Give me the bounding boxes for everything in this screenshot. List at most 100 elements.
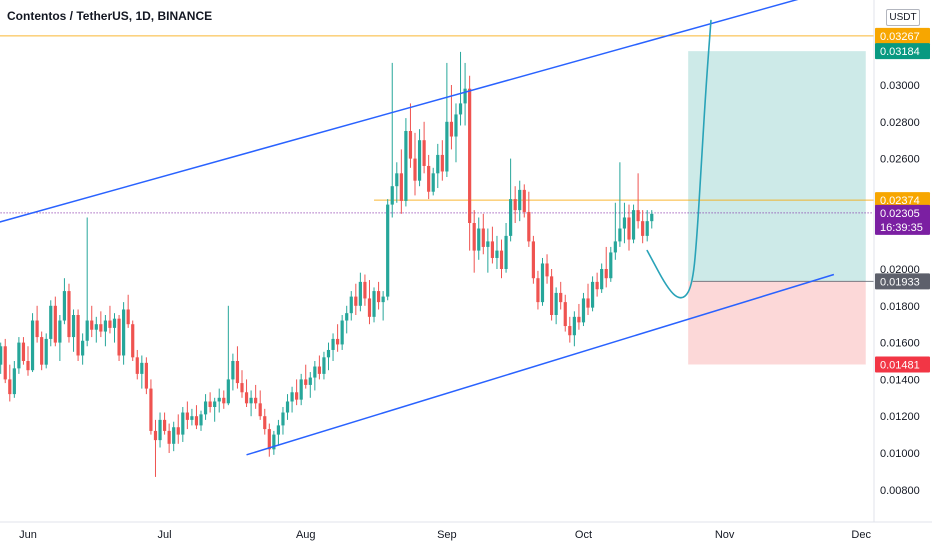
candle	[281, 407, 285, 435]
candle-body	[463, 88, 467, 104]
projection-path[interactable]	[646, 19, 712, 299]
candles	[0, 51, 654, 477]
candle-body	[254, 397, 258, 404]
price-label-bg	[875, 43, 930, 60]
candle-body	[290, 392, 294, 402]
candle-body	[35, 320, 39, 338]
candle-body	[431, 173, 435, 192]
candle-body	[495, 250, 499, 258]
candle	[645, 210, 649, 242]
candle-body	[167, 430, 171, 444]
candle-body	[67, 291, 71, 338]
candle-body	[545, 263, 549, 277]
candle	[162, 412, 167, 435]
candle	[8, 364, 12, 402]
currency-label[interactable]: USDT	[886, 9, 920, 26]
time-tick-label: Jul	[158, 529, 172, 541]
projection-curve[interactable]	[646, 19, 712, 299]
price-label-value: 0.02305	[880, 208, 920, 220]
candle-body	[563, 302, 567, 327]
price-tick-label: 0.02800	[880, 117, 920, 129]
candle-body	[636, 210, 640, 222]
time-axis[interactable]: Jun Jul Aug Sep Oct Nov Dec	[0, 521, 932, 550]
candle-body	[345, 313, 349, 321]
candle-body	[458, 103, 463, 115]
candle-body	[504, 235, 508, 269]
candle	[641, 210, 645, 244]
candle-body	[613, 241, 617, 253]
candle	[522, 184, 526, 218]
candle	[322, 351, 326, 380]
candle	[40, 331, 44, 371]
time-tick-label: Dec	[851, 529, 871, 541]
candle-body	[554, 292, 558, 315]
candle-body	[153, 430, 158, 441]
price-label: 0.03184	[875, 43, 930, 60]
candle-body	[276, 425, 281, 435]
candle	[62, 278, 67, 325]
profit-zone[interactable]	[688, 51, 866, 282]
candle	[463, 62, 467, 126]
candle	[299, 373, 303, 406]
candle-body	[568, 326, 572, 336]
candle	[413, 132, 417, 196]
candle	[194, 405, 199, 430]
candle-body	[263, 416, 267, 430]
candle-body	[176, 427, 180, 435]
candle-body	[295, 392, 299, 400]
candle	[417, 129, 422, 187]
price-tick-label: 0.01600	[880, 338, 920, 350]
candle-body	[358, 281, 362, 306]
time-axis-background[interactable]	[0, 522, 932, 550]
candle	[94, 316, 98, 343]
candle-body	[427, 165, 431, 192]
candle	[390, 62, 394, 218]
candle	[131, 320, 135, 361]
price-label-bg	[875, 273, 930, 290]
candle-body	[244, 392, 249, 404]
price-tick-label: 0.01800	[880, 301, 920, 313]
candle-body	[90, 320, 94, 330]
channel-trendlines[interactable]	[0, 0, 835, 456]
time-tick-label: Nov	[715, 529, 735, 541]
candle	[140, 355, 144, 389]
candle-body	[249, 397, 253, 404]
loss-zone[interactable]	[688, 281, 866, 365]
candle	[613, 202, 617, 260]
candle	[486, 228, 490, 273]
candle-body	[549, 276, 554, 315]
candle	[108, 305, 112, 334]
trendline[interactable]	[246, 273, 835, 456]
candle	[495, 235, 499, 269]
candle	[531, 235, 535, 284]
candle	[518, 180, 522, 222]
candle-body	[522, 189, 526, 212]
candle-body	[26, 361, 30, 371]
candle	[445, 62, 449, 177]
candle-body	[108, 320, 112, 328]
candle	[336, 324, 340, 352]
candle	[295, 379, 299, 406]
price-label-value: 0.01933	[880, 276, 920, 288]
candle	[217, 388, 221, 413]
candle-body	[527, 211, 531, 242]
candle	[481, 213, 485, 255]
candle-body	[8, 379, 12, 395]
candle	[258, 390, 262, 420]
candle-body	[586, 298, 590, 308]
time-tick-label: Jun	[19, 529, 37, 541]
candle	[477, 217, 481, 260]
candle-body	[417, 140, 422, 181]
candle	[263, 408, 267, 435]
candle	[199, 410, 203, 431]
candle	[122, 302, 126, 365]
candle-body	[140, 362, 144, 374]
candle-body	[81, 340, 85, 356]
candle	[112, 313, 117, 343]
candle-body	[299, 379, 303, 400]
chart-title: Contentos / TetherUS, 1D, BINANCE	[7, 9, 213, 23]
candle-body	[513, 199, 517, 211]
candle	[468, 75, 472, 251]
trendline[interactable]	[0, 0, 834, 223]
